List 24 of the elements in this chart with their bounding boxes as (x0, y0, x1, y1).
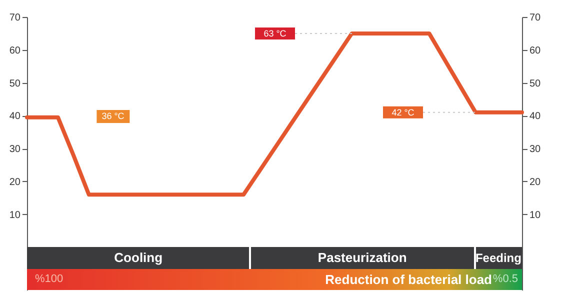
y-tick-label: 30 (9, 144, 21, 156)
y2-tick-label: 20 (530, 176, 542, 188)
y2-tick-label: 10 (530, 210, 542, 221)
y-tick-label: 40 (9, 111, 21, 122)
annotation: 42 °C (392, 107, 415, 118)
annotation: Feeding (474, 250, 522, 265)
y-tick-label: 60 (9, 45, 21, 56)
y2-tick-label: 30 (530, 144, 542, 156)
line-series (25, 31, 524, 197)
annotation: Cooling (113, 250, 164, 266)
annotation: Reduction of bacterial load (325, 272, 492, 287)
annotation: %0.5 (492, 272, 518, 285)
y2-tick-label: 40 (530, 111, 542, 122)
y2-tick-label: 60 (530, 45, 542, 56)
y2-tick-label: 70 (530, 12, 542, 24)
annotation: 36 °C (96, 110, 130, 124)
annotation: Pasteurization (316, 250, 408, 266)
annotation: 63 °C (264, 28, 287, 38)
y2-tick-label: 50 (530, 78, 542, 90)
y-tick-label: 50 (9, 78, 21, 90)
annotation: %100 (35, 272, 64, 285)
y-tick-label: 70 (9, 12, 21, 24)
y-tick-label: 20 (9, 176, 21, 188)
y-tick-label: 10 (9, 210, 21, 221)
